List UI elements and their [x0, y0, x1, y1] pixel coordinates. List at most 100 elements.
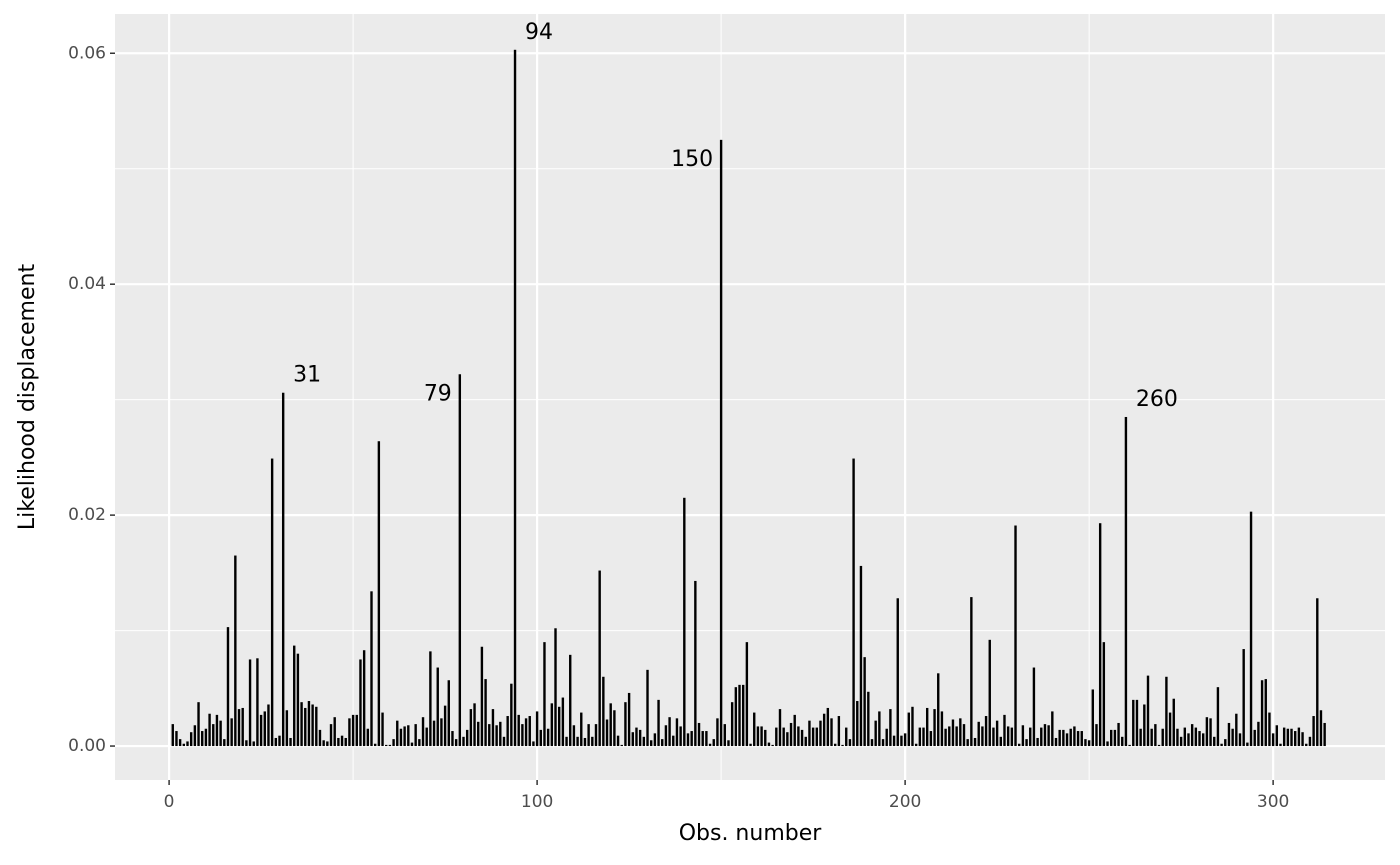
bar: [1187, 733, 1190, 747]
bar: [856, 701, 859, 747]
bar: [583, 737, 587, 747]
bar: [385, 744, 388, 747]
bar: [686, 733, 690, 747]
annotation: 150: [671, 147, 713, 172]
bar: [1220, 743, 1223, 747]
bar: [543, 642, 546, 747]
bar: [749, 743, 752, 747]
bar: [591, 736, 594, 747]
bar: [178, 739, 182, 747]
bar: [1312, 716, 1315, 747]
bar: [1010, 727, 1014, 747]
bar: [388, 744, 392, 747]
bar: [326, 741, 329, 747]
bar: [1194, 727, 1198, 747]
bar: [756, 726, 760, 747]
bar: [1183, 727, 1187, 747]
bar: [502, 736, 506, 747]
bar: [421, 717, 425, 747]
bar: [1102, 642, 1106, 747]
bar: [1264, 679, 1267, 747]
x-tick-label: 100: [521, 792, 553, 812]
bar: [653, 733, 657, 747]
bar: [340, 735, 344, 747]
bar: [410, 742, 414, 747]
bar: [311, 704, 314, 747]
bar: [1032, 667, 1036, 747]
bar: [672, 735, 675, 747]
bar: [1084, 739, 1087, 747]
bar: [1025, 739, 1028, 747]
bar: [1176, 728, 1179, 747]
bar: [925, 707, 929, 747]
bar: [362, 650, 366, 747]
bar: [539, 729, 542, 747]
bar: [797, 726, 800, 747]
bar: [521, 724, 524, 747]
bar: [1150, 728, 1153, 747]
bar: [1106, 741, 1109, 747]
bar: [208, 713, 211, 747]
y-tick-label: 0.00: [68, 736, 106, 756]
bar: [646, 669, 649, 747]
annotation: 94: [525, 20, 553, 45]
bar: [995, 720, 999, 747]
bar: [307, 701, 311, 747]
bar: [1253, 729, 1256, 747]
bar: [1216, 687, 1220, 747]
bar: [322, 740, 325, 747]
bar: [458, 374, 462, 747]
bar: [561, 697, 565, 747]
bar: [315, 706, 318, 747]
bar: [432, 720, 436, 747]
bar: [1080, 731, 1083, 747]
bar: [594, 724, 598, 747]
bar: [528, 716, 531, 747]
bar: [259, 714, 263, 747]
bar: [1209, 718, 1212, 747]
bar: [182, 743, 186, 747]
bar: [959, 718, 962, 747]
bar: [1135, 699, 1139, 747]
bar: [226, 627, 230, 747]
bar: [1087, 740, 1091, 747]
bar: [955, 726, 958, 747]
bar: [911, 706, 914, 747]
bar: [329, 724, 333, 747]
bar: [753, 712, 756, 747]
bar: [488, 724, 491, 747]
bar: [878, 711, 881, 747]
bar: [1205, 717, 1209, 747]
bar: [760, 726, 763, 747]
bar: [944, 728, 947, 747]
bar: [429, 651, 432, 747]
bar: [469, 709, 473, 747]
bar: [1017, 743, 1021, 747]
bar: [1029, 727, 1032, 747]
bar: [1021, 725, 1025, 747]
bar: [572, 725, 576, 747]
x-tick-label: 300: [1257, 792, 1289, 812]
bar: [675, 718, 679, 747]
bar: [789, 722, 793, 747]
bar: [1054, 737, 1058, 747]
bar: [1238, 733, 1242, 747]
bar: [256, 658, 259, 747]
bar: [992, 727, 995, 747]
bar: [701, 731, 704, 747]
bar: [223, 739, 226, 747]
bar: [1132, 699, 1135, 747]
bar: [510, 683, 513, 747]
bar: [808, 720, 811, 747]
bar: [1294, 731, 1297, 747]
bar: [870, 739, 874, 747]
bar: [418, 739, 421, 747]
bar: [649, 740, 653, 747]
bar: [248, 659, 252, 747]
bar: [966, 739, 969, 747]
bar: [201, 731, 204, 747]
bar: [1043, 724, 1047, 747]
bar: [557, 706, 561, 747]
bar: [1003, 714, 1006, 747]
y-tick-label: 0.04: [68, 274, 106, 294]
